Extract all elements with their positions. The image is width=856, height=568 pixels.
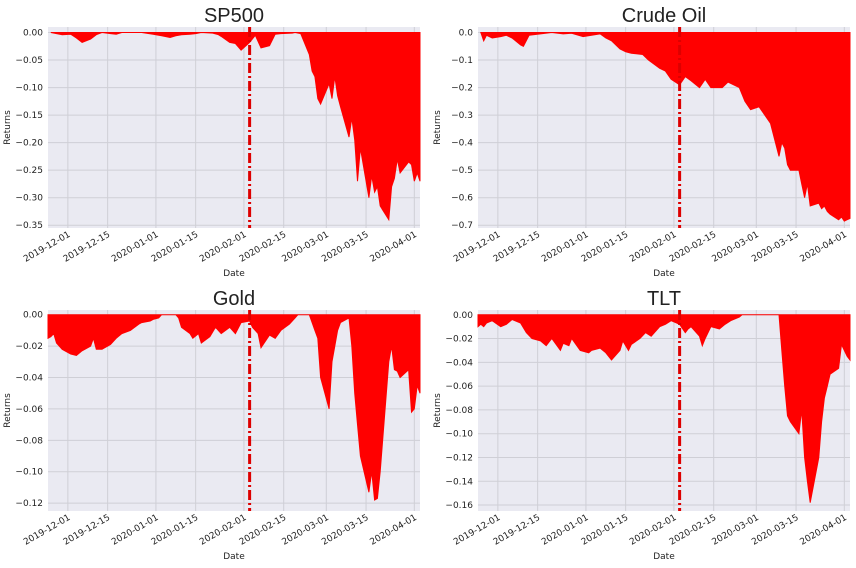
y-tick-label: −0.04	[445, 358, 473, 368]
x-tick-label: 2020-04-01	[369, 230, 419, 265]
y-tick-label: 0.00	[23, 311, 43, 321]
x-axis-label: Date	[653, 269, 675, 279]
y-tick-label: −0.10	[445, 430, 473, 440]
chart-title: TLT	[647, 288, 681, 310]
y-tick-label: −0.3	[451, 111, 473, 121]
y-tick-label: −0.12	[15, 499, 43, 509]
y-tick-label: −0.2	[451, 84, 473, 94]
y-tick-label: −0.08	[445, 406, 473, 416]
y-axis-label: Returns	[433, 110, 443, 145]
y-tick-label: −0.16	[445, 501, 473, 511]
y-tick-label: −0.10	[15, 468, 43, 478]
y-axis-label: Returns	[433, 393, 443, 428]
chart-title: Crude Oil	[622, 5, 706, 27]
x-tick-label: 2020-04-01	[369, 513, 419, 548]
chart-title: Gold	[213, 288, 255, 310]
y-tick-label: −0.30	[15, 194, 43, 204]
y-tick-label: −0.20	[15, 139, 43, 149]
y-tick-label: −0.14	[445, 477, 473, 487]
chart-panel: 0.00 −0.05 −0.10 −0.15 −0.20 −0.25 −0.30 −0.35 2…	[3, 5, 421, 279]
y-tick-label: 0.0	[459, 29, 474, 39]
chart-panel: 0.0−0.1−0.2−0.3−0.4−0.5−0.6−0.72019-12-0…	[433, 5, 851, 279]
y-tick-label: −0.6	[451, 194, 473, 204]
y-tick-label: −0.25	[15, 166, 43, 176]
y-tick-label: −0.5	[451, 166, 473, 176]
y-tick-label: −0.1	[451, 56, 473, 66]
y-tick-label: −0.05	[15, 56, 43, 66]
chart-title: SP500	[204, 5, 264, 27]
y-tick-label: −0.02	[15, 342, 43, 352]
y-tick-label: −0.06	[15, 405, 43, 415]
y-tick-label: −0.35	[15, 221, 43, 231]
y-tick-label: −0.02	[445, 335, 473, 345]
x-tick-label: 2020-04-01	[799, 230, 849, 265]
x-tick-label: 2020-04-01	[799, 513, 849, 548]
y-tick-label: −0.15	[15, 111, 43, 121]
y-tick-label: 0.00	[23, 29, 43, 39]
drawdown-area	[47, 314, 421, 501]
y-tick-label: −0.7	[451, 221, 473, 231]
chart-panel: 0.00−0.02−0.04−0.06−0.08−0.10−0.122019-1…	[3, 288, 421, 562]
x-axis-label: Date	[653, 552, 675, 562]
y-tick-label: −0.4	[451, 139, 473, 149]
y-tick-label: 0.00	[453, 311, 473, 321]
x-axis-label: Date	[223, 552, 245, 562]
y-tick-label: −0.06	[445, 382, 473, 392]
y-axis-label: Returns	[3, 393, 13, 428]
y-tick-label: −0.04	[15, 374, 43, 384]
y-tick-label: −0.10	[15, 84, 43, 94]
chart-panel: 0.00 −0.02 −0.04 −0.06 −0.08 −0.10 −0.12 −0.14 −…	[433, 288, 851, 562]
y-axis-label: Returns	[3, 110, 13, 145]
drawdown-area	[477, 314, 851, 503]
drawdown-area	[480, 31, 851, 222]
y-tick-label: −0.12	[445, 453, 473, 463]
drawdown-area	[50, 31, 421, 222]
x-axis-label: Date	[223, 269, 245, 279]
y-tick-label: −0.08	[15, 436, 43, 446]
